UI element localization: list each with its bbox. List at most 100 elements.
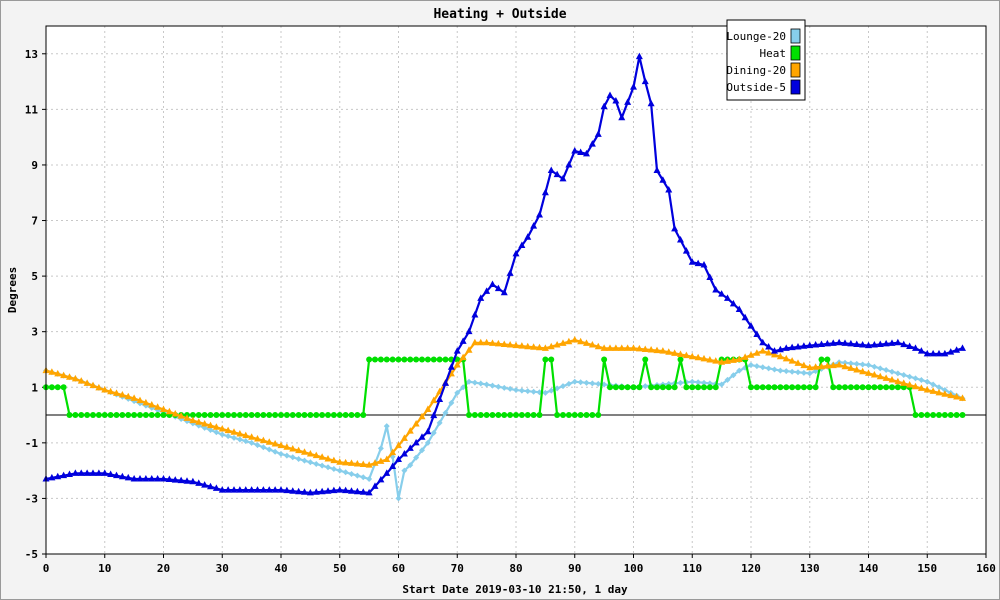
data-point: [501, 384, 508, 391]
data-point: [888, 339, 896, 346]
data-point: [265, 486, 273, 493]
data-point: [747, 351, 755, 358]
data-point: [812, 341, 820, 348]
data-point: [348, 412, 355, 419]
data-point: [536, 210, 543, 218]
data-point: [912, 412, 919, 419]
data-point: [218, 486, 226, 493]
data-point: [947, 348, 955, 355]
data-point: [225, 412, 232, 419]
legend-swatch: [790, 79, 801, 95]
data-point: [730, 372, 737, 379]
data-point: [724, 294, 731, 301]
data-point: [865, 362, 872, 369]
data-point: [54, 472, 62, 480]
data-point: [677, 356, 684, 363]
legend-label: Outside-5: [726, 81, 786, 94]
data-point: [712, 286, 720, 293]
data-point: [741, 353, 749, 360]
x-tick-label: 120: [741, 562, 761, 575]
data-point: [271, 439, 279, 447]
data-point: [259, 486, 267, 493]
data-point: [471, 338, 479, 346]
data-point: [230, 486, 238, 493]
data-point: [60, 384, 67, 391]
data-point: [853, 360, 860, 367]
data-point: [889, 384, 895, 391]
data-point: [319, 462, 326, 469]
legend-swatch: [790, 62, 801, 78]
data-point: [694, 259, 702, 267]
data-point: [365, 488, 373, 496]
data-point: [624, 98, 632, 105]
data-point: [424, 427, 432, 435]
data-point: [571, 336, 579, 343]
data-point: [524, 233, 532, 240]
data-point: [829, 339, 837, 346]
data-point: [83, 379, 91, 386]
data-point: [647, 99, 655, 107]
data-point: [183, 477, 191, 484]
data-point: [95, 469, 103, 476]
data-point: [254, 434, 261, 442]
data-point: [765, 342, 773, 350]
data-point: [248, 412, 255, 419]
data-point: [765, 384, 772, 391]
data-point: [471, 412, 478, 419]
data-point: [230, 428, 238, 435]
data-point: [278, 412, 284, 419]
data-point: [894, 370, 901, 377]
data-point: [577, 148, 585, 155]
data-point: [195, 418, 203, 425]
data-point: [589, 412, 596, 419]
data-point: [148, 401, 156, 408]
data-point: [218, 424, 226, 432]
data-point: [735, 355, 743, 362]
data-point: [289, 487, 297, 494]
data-point: [607, 384, 613, 391]
data-point: [407, 356, 414, 363]
data-point: [806, 384, 813, 391]
data-point: [870, 341, 878, 348]
y-tick-label: 9: [31, 159, 38, 172]
data-point: [207, 412, 214, 419]
x-tick-label: 0: [43, 562, 50, 575]
data-point: [501, 412, 508, 419]
x-tick-label: 30: [216, 562, 229, 575]
data-point: [489, 280, 496, 287]
y-tick-label: 5: [31, 270, 38, 283]
data-point: [295, 412, 302, 419]
data-point: [366, 356, 373, 363]
data-point: [701, 384, 707, 391]
data-point: [883, 384, 890, 391]
x-tick-label: 140: [859, 562, 879, 575]
data-point: [418, 433, 426, 440]
data-point: [137, 412, 143, 419]
data-point: [289, 412, 296, 419]
data-point: [131, 412, 138, 419]
data-point: [177, 412, 185, 419]
data-point: [489, 412, 496, 419]
data-point: [136, 474, 144, 482]
data-point: [630, 83, 637, 90]
data-point: [412, 419, 420, 427]
data-point: [447, 363, 455, 370]
data-point: [524, 342, 532, 350]
data-point: [266, 446, 273, 453]
data-point: [506, 341, 514, 348]
data-point: [495, 383, 502, 390]
data-point: [248, 486, 256, 493]
data-point: [547, 166, 555, 174]
data-point: [412, 438, 420, 446]
data-point: [330, 456, 338, 464]
data-point: [278, 450, 284, 457]
data-point: [430, 429, 437, 436]
data-point: [900, 340, 908, 348]
data-point: [601, 356, 608, 363]
data-point: [518, 342, 526, 349]
data-point: [712, 357, 720, 364]
data-point: [759, 347, 767, 354]
data-point: [265, 438, 273, 445]
data-point: [66, 470, 73, 478]
data-point: [118, 391, 126, 398]
